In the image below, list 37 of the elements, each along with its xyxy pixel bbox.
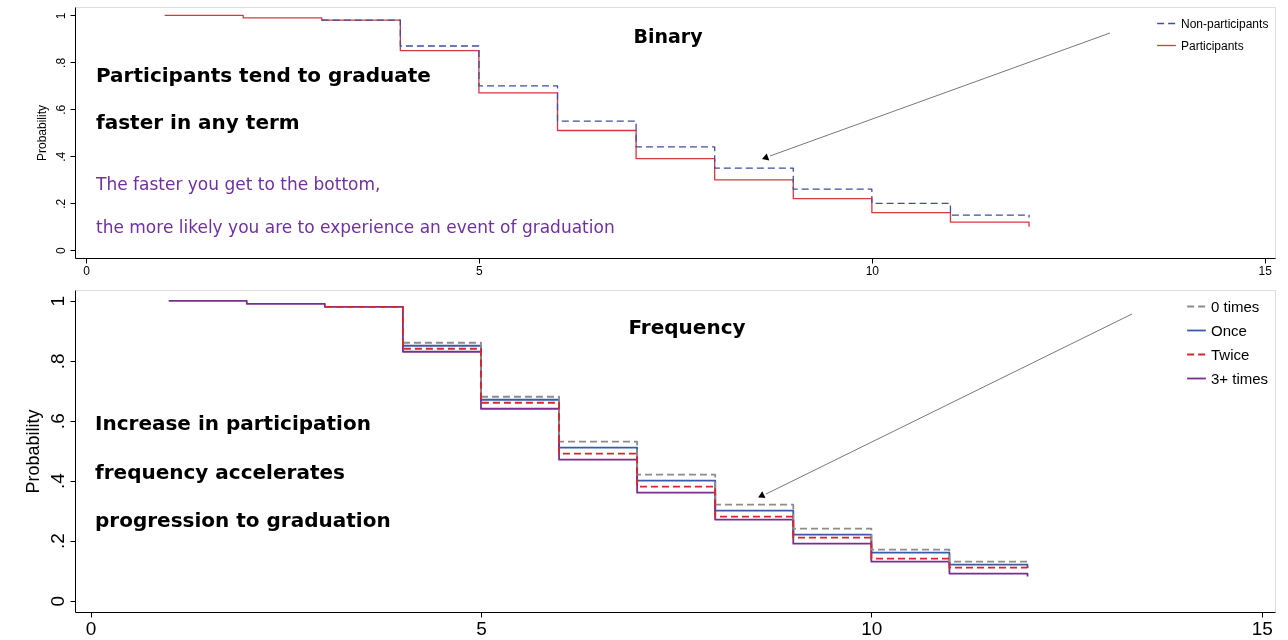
legend-label: 0 times bbox=[1211, 297, 1260, 315]
x-tick-label: 0 bbox=[83, 263, 91, 278]
annotation: Increase in participation bbox=[95, 411, 371, 435]
legend-label: Non-participants bbox=[1181, 16, 1269, 31]
x-tick-label: 10 bbox=[865, 263, 880, 278]
y-tick-label: 0 bbox=[53, 247, 68, 255]
text: Frequency bbox=[628, 315, 746, 339]
x-tick-label: 15 bbox=[1258, 263, 1273, 278]
y-tick-label: .8 bbox=[53, 57, 68, 68]
annotation: faster in any term bbox=[96, 110, 300, 134]
text: Binary bbox=[633, 25, 704, 47]
y-tick-label: .4 bbox=[53, 151, 68, 162]
x-tick-label: 5 bbox=[476, 617, 487, 639]
y-tick-label: 1 bbox=[46, 296, 68, 307]
x-tick-label: 15 bbox=[1251, 617, 1273, 639]
annotation: progression to graduation bbox=[95, 508, 391, 532]
y-tick-label: .4 bbox=[46, 472, 68, 490]
y-tick-label: .8 bbox=[46, 353, 68, 370]
legend-label: 3+ times bbox=[1211, 369, 1269, 387]
x-tick-label: 0 bbox=[85, 617, 97, 639]
y-axis-title: Probability bbox=[34, 104, 49, 162]
y-tick-label: 0 bbox=[46, 595, 68, 607]
y-tick-label: 1 bbox=[53, 12, 68, 20]
annotation: The faster you get to the bottom, bbox=[95, 174, 381, 194]
y-tick-label: .2 bbox=[53, 198, 68, 209]
y-axis-title: Probability bbox=[22, 409, 43, 494]
y-tick-label: .6 bbox=[46, 413, 68, 430]
legend-label: Once bbox=[1211, 321, 1247, 339]
annotation: Participants tend to graduate bbox=[96, 63, 431, 87]
y-tick-label: .2 bbox=[46, 533, 68, 550]
legend-label: Participants bbox=[1181, 38, 1244, 53]
legend-label: Twice bbox=[1211, 345, 1250, 363]
annotation: the more likely you are to experience an event of graduation bbox=[96, 217, 615, 237]
y-tick-label: .6 bbox=[53, 104, 68, 115]
x-tick-label: 10 bbox=[861, 617, 883, 639]
annotation: frequency accelerates bbox=[95, 460, 345, 484]
x-tick-label: 5 bbox=[476, 263, 484, 278]
